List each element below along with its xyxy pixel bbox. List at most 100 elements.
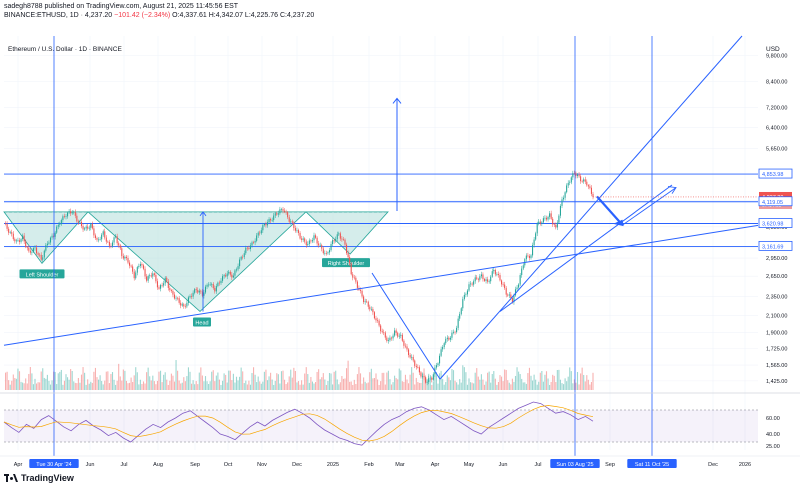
x-tick-label: Sep	[190, 462, 200, 468]
volume-bar	[274, 380, 276, 390]
candle-body	[573, 173, 575, 174]
volume-bar	[121, 380, 123, 390]
candle-body	[564, 192, 566, 198]
candle-body	[452, 331, 455, 333]
volume-bar	[415, 377, 417, 390]
volume-bar	[239, 376, 241, 390]
volume-bar	[266, 380, 269, 390]
candle-body	[420, 372, 422, 377]
candle-body	[304, 238, 306, 242]
candle-body	[192, 292, 194, 297]
price-change: −101.42 (−2.34%)	[114, 12, 171, 19]
candle-body	[482, 274, 484, 280]
volume-bar	[5, 372, 7, 390]
candle-body	[352, 274, 354, 278]
rsi-tick-label: 40.00	[766, 432, 780, 438]
candle-body	[415, 365, 417, 368]
volume-bar	[214, 381, 216, 390]
volume-bar	[37, 382, 39, 390]
volume-bar	[256, 382, 258, 390]
volume-bar	[497, 381, 499, 390]
x-tick-label: 2025	[327, 462, 339, 468]
candle-body	[239, 259, 241, 267]
candle-body	[34, 247, 36, 249]
candle-body	[319, 245, 321, 246]
candle-body	[518, 284, 520, 288]
volume-bar	[223, 373, 225, 390]
candle-body	[71, 212, 73, 214]
volume-bar	[542, 381, 544, 390]
candle-body	[211, 283, 213, 285]
rsi-pane	[3, 401, 758, 446]
volume-bar	[9, 384, 11, 390]
volume-bar	[513, 381, 515, 390]
candle-body	[116, 236, 118, 244]
volume-bar	[418, 382, 420, 390]
candle-body	[290, 221, 292, 223]
volume-bar	[493, 371, 495, 390]
volume-bar	[294, 370, 296, 390]
candle-body	[431, 377, 433, 380]
volume-bar	[558, 369, 560, 390]
candle-body	[268, 219, 270, 223]
candle-body	[572, 173, 574, 178]
candle-body	[342, 239, 344, 240]
candle-body	[229, 271, 231, 275]
volume-bar	[397, 379, 399, 390]
volume-bar	[240, 367, 242, 390]
volume-bar	[43, 377, 45, 390]
volume-bar	[242, 371, 244, 390]
volume-bar	[107, 371, 109, 390]
forecast-up-arrow	[621, 187, 677, 226]
price-chart[interactable]: Left Shoulder Head Right Shoulder 9,800.00…	[0, 22, 800, 470]
support-trendline	[3, 224, 759, 346]
x-tick-label: Jul	[534, 462, 541, 468]
volume-bar	[369, 372, 371, 390]
volume-bar	[470, 382, 472, 390]
volume-bar	[442, 378, 444, 390]
candle-body	[516, 287, 518, 290]
volume-bar	[404, 374, 406, 390]
candle-body	[149, 275, 151, 277]
candle-body	[386, 337, 388, 341]
volume-bar	[307, 374, 309, 390]
candle-body	[242, 256, 244, 258]
candle-body	[243, 253, 245, 257]
volume-bar	[153, 381, 155, 390]
candle-body	[273, 215, 275, 221]
volume-bar	[90, 381, 92, 390]
candle-body	[364, 301, 366, 303]
y-tick-label: 9,800.00	[766, 53, 787, 59]
pattern-label-box	[322, 258, 370, 268]
candle-body	[398, 335, 400, 337]
candle-body	[59, 224, 61, 225]
candle-body	[183, 304, 185, 307]
volume-bar	[291, 377, 293, 390]
volume-bar	[563, 384, 565, 390]
tradingview-mark-icon	[4, 474, 18, 482]
volume-bar	[287, 382, 289, 390]
volume-bar	[496, 384, 498, 390]
volume-bar	[180, 383, 182, 390]
volume-bar	[412, 372, 414, 390]
volume-bar	[45, 378, 47, 390]
candle-body	[167, 281, 169, 288]
candle-body	[338, 233, 340, 235]
candle-body	[218, 282, 220, 284]
candle-body	[139, 264, 141, 267]
volume-bar	[32, 384, 34, 390]
candle-body	[265, 223, 267, 226]
volume-bar	[573, 379, 575, 390]
volume-bar	[394, 375, 396, 390]
candle-body	[346, 244, 348, 254]
volume-bar	[203, 381, 205, 390]
candle-body	[26, 246, 28, 248]
volume-bar	[576, 371, 579, 390]
volume-bar	[18, 371, 21, 390]
pattern-label: Head	[195, 320, 208, 326]
candle-body	[559, 205, 561, 216]
candle-body	[456, 327, 458, 333]
candle-body	[539, 221, 541, 224]
candle-body	[115, 236, 117, 238]
volume-bar	[366, 383, 368, 390]
